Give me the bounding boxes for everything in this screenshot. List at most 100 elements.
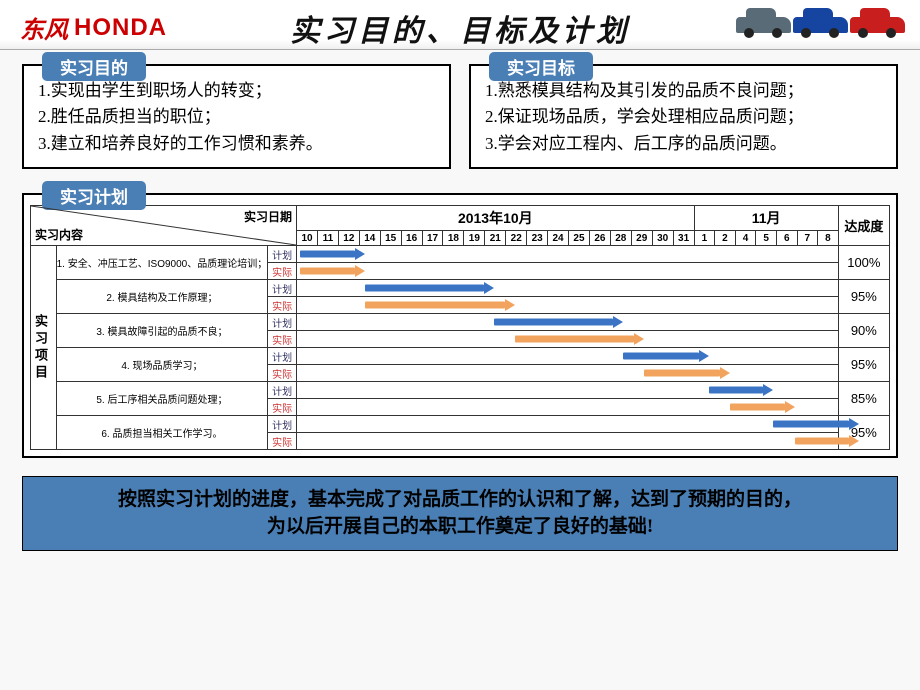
footer-line1: 按照实习计划的进度，基本完成了对品质工作的认识和了解，达到了预期的目的， <box>43 487 877 514</box>
gantt-bar-cell <box>297 297 839 314</box>
gantt-bar-act <box>730 404 785 411</box>
car-icon <box>736 8 791 38</box>
car-icon <box>850 8 905 38</box>
actual-label: 实际 <box>268 365 297 382</box>
date-header: 18 <box>443 231 464 246</box>
month-header-2: 11月 <box>694 206 838 231</box>
actual-label: 实际 <box>268 263 297 280</box>
task-name: 4. 现场品质学习； <box>56 348 268 382</box>
arrow-icon <box>720 367 730 379</box>
list-item: 2.胜任品质担当的职位； <box>38 104 435 130</box>
task-name: 6. 品质担当相关工作学习。 <box>56 416 268 450</box>
actual-label: 实际 <box>268 399 297 416</box>
car-images <box>736 8 905 38</box>
arrow-icon <box>849 435 859 447</box>
gantt-bar-plan <box>773 421 849 428</box>
date-header: 29 <box>631 231 652 246</box>
date-header: 7 <box>797 231 818 246</box>
gantt-table: 实习日期 实习内容 2013年10月11月达成度1011121415161718… <box>30 205 890 450</box>
completion-value: 95% <box>838 348 889 382</box>
date-header: 2 <box>715 231 736 246</box>
gantt-bar-plan <box>494 319 613 326</box>
actual-label: 实际 <box>268 331 297 348</box>
objective-list: 1.熟悉模具结构及其引发的品质不良问题；2.保证现场品质，学会处理相应品质问题；… <box>485 78 882 157</box>
month-header-1: 2013年10月 <box>297 206 694 231</box>
gantt-bar-act <box>365 302 506 309</box>
arrow-icon <box>763 384 773 396</box>
task-name: 5. 后工序相关品质问题处理； <box>56 382 268 416</box>
dongfeng-logo-text: 东风 <box>20 10 68 45</box>
purpose-badge: 实习目的 <box>42 52 146 81</box>
arrow-icon <box>634 333 644 345</box>
date-header: 28 <box>610 231 631 246</box>
diag-top-label: 实习日期 <box>244 208 292 225</box>
gantt-bar-cell <box>297 246 839 263</box>
arrow-icon <box>355 248 365 260</box>
footer-line2: 为以后开展自己的本职工作奠定了良好的基础! <box>43 514 877 541</box>
date-header: 25 <box>569 231 590 246</box>
date-header: 24 <box>548 231 569 246</box>
side-label: 实习项目 <box>31 246 57 450</box>
date-header: 15 <box>380 231 401 246</box>
date-header: 26 <box>589 231 610 246</box>
plan-label: 计划 <box>268 246 297 263</box>
date-header: 31 <box>673 231 694 246</box>
gantt-bar-cell <box>297 263 839 280</box>
completion-header: 达成度 <box>838 206 889 246</box>
task-name: 2. 模具结构及工作原理； <box>56 280 268 314</box>
plan-label: 计划 <box>268 382 297 399</box>
gantt-bar-plan <box>365 285 484 292</box>
arrow-icon <box>484 282 494 294</box>
gantt-diag-header: 实习日期 实习内容 <box>31 206 297 246</box>
header: 东风 HONDA 实习目的、目标及计划 <box>0 0 920 50</box>
page-title: 实习目的、目标及计划 <box>290 6 630 50</box>
task-name: 1. 安全、冲压工艺、ISO9000、品质理论培训； <box>56 246 268 280</box>
date-header: 19 <box>464 231 485 246</box>
date-header: 17 <box>422 231 443 246</box>
gantt-bar-act <box>515 336 634 343</box>
gantt-bar-cell <box>297 314 839 331</box>
date-header: 12 <box>338 231 359 246</box>
list-item: 1.实现由学生到职场人的转变； <box>38 78 435 104</box>
diag-bot-label: 实习内容 <box>35 226 83 243</box>
plan-box: 实习计划 实习日期 实习内容 2013年10月11月达成度10111214151… <box>22 193 898 458</box>
date-header: 30 <box>652 231 673 246</box>
arrow-icon <box>355 265 365 277</box>
arrow-icon <box>785 401 795 413</box>
date-header: 8 <box>818 231 839 246</box>
plan-label: 计划 <box>268 348 297 365</box>
plan-label: 计划 <box>268 416 297 433</box>
gantt-bar-plan <box>300 251 355 258</box>
list-item: 1.熟悉模具结构及其引发的品质不良问题； <box>485 78 882 104</box>
logo-block: 东风 HONDA <box>20 10 167 45</box>
completion-value: 95% <box>838 280 889 314</box>
car-icon <box>793 8 848 38</box>
plan-label: 计划 <box>268 280 297 297</box>
list-item: 3.学会对应工程内、后工序的品质问题。 <box>485 131 882 157</box>
date-header: 22 <box>506 231 527 246</box>
objective-box: 实习目标 1.熟悉模具结构及其引发的品质不良问题；2.保证现场品质，学会处理相应… <box>469 64 898 169</box>
date-header: 14 <box>359 231 380 246</box>
purpose-list: 1.实现由学生到职场人的转变；2.胜任品质担当的职位；3.建立和培养良好的工作习… <box>38 78 435 157</box>
gantt-bar-cell <box>297 331 839 348</box>
objective-badge: 实习目标 <box>489 52 593 81</box>
arrow-icon <box>613 316 623 328</box>
header-divider <box>0 49 920 50</box>
gantt-bar-cell <box>297 280 839 297</box>
date-header: 21 <box>485 231 506 246</box>
arrow-icon <box>849 418 859 430</box>
date-header: 11 <box>317 231 338 246</box>
gantt-bar-act <box>795 438 850 445</box>
gantt-bar-cell <box>297 399 839 416</box>
plan-label: 计划 <box>268 314 297 331</box>
date-header: 16 <box>401 231 422 246</box>
gantt-bar-plan <box>709 387 764 394</box>
gantt-bar-cell <box>297 433 839 450</box>
gantt-bar-cell <box>297 416 839 433</box>
date-header: 4 <box>735 231 756 246</box>
list-item: 2.保证现场品质，学会处理相应品质问题； <box>485 104 882 130</box>
honda-logo-text: HONDA <box>74 14 167 42</box>
gantt-bar-cell <box>297 365 839 382</box>
date-header: 1 <box>694 231 715 246</box>
actual-label: 实际 <box>268 433 297 450</box>
